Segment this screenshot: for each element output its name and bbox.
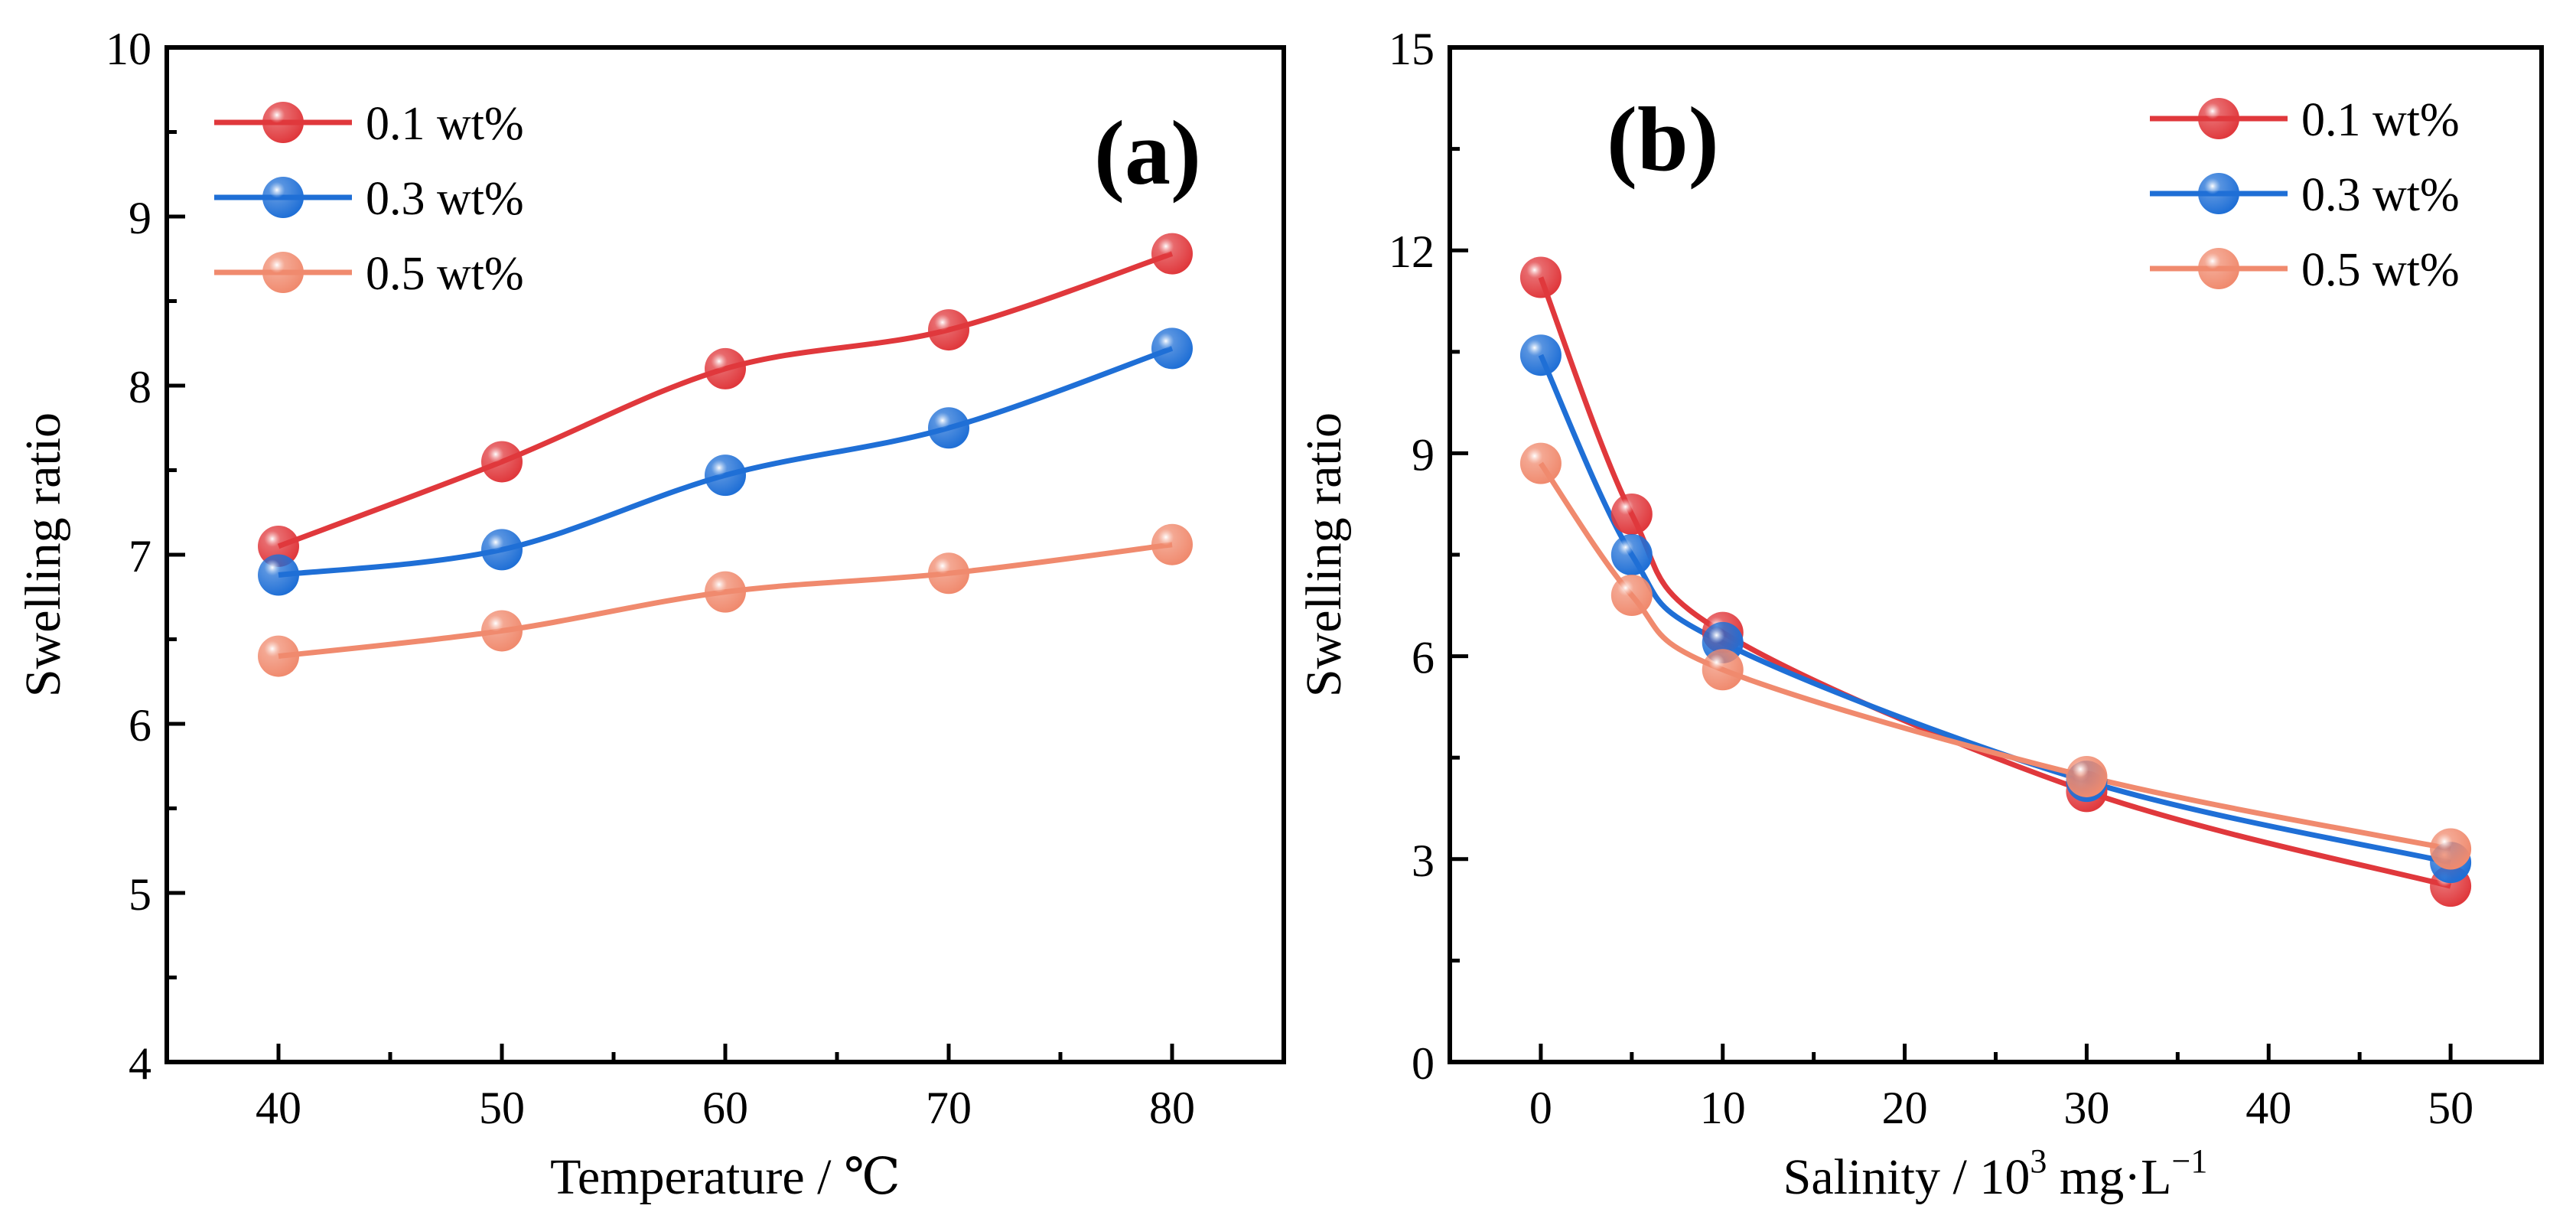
series-line — [1538, 276, 2451, 889]
y-tick-label: 3 — [1412, 836, 1435, 886]
y-tick-label: 9 — [1412, 429, 1435, 480]
data-point — [1151, 327, 1193, 370]
panel-b-label: (b) — [1607, 88, 1719, 190]
panel-b-x-axis-title: Salinity / 103 mg·L−1 — [1783, 1142, 2208, 1205]
legend-marker — [2198, 98, 2239, 139]
panel-b-x-title-unit: mg·L — [2047, 1149, 2171, 1205]
panel-a-ticks: 40 50 60 70 80 4 5 6 7 8 9 10 — [106, 24, 1195, 1133]
x-tick-label: 40 — [2245, 1083, 2291, 1133]
y-tick-label: 8 — [129, 362, 151, 412]
data-point — [481, 441, 523, 483]
panel-b-x-title-unit-sup: −1 — [2172, 1142, 2208, 1180]
data-point — [1610, 493, 1653, 535]
data-point — [1519, 442, 1562, 484]
panel-a-temperature: 40 50 60 70 80 4 5 6 7 8 9 10 0.1 wt% 0.3 wt% 0.5 wt%… — [15, 24, 1286, 1205]
y-tick-label: 6 — [129, 700, 151, 751]
data-point — [2430, 828, 2472, 870]
data-point — [2066, 755, 2108, 797]
data-point — [481, 529, 523, 571]
data-point — [705, 571, 746, 613]
legend-label: 0.1 wt% — [366, 98, 524, 150]
legend-label: 0.5 wt% — [2301, 244, 2460, 296]
data-point — [1519, 256, 1562, 298]
x-tick-label: 20 — [1882, 1083, 1928, 1133]
x-tick-label: 50 — [2428, 1083, 2473, 1133]
legend-label: 0.1 wt% — [2301, 94, 2460, 146]
y-tick-label: 10 — [106, 24, 151, 74]
panel-b-ticks: 0 10 20 30 40 50 0 3 6 9 12 15 — [1389, 24, 2473, 1133]
panel-b-x-title-sup: 3 — [2030, 1142, 2047, 1180]
y-tick-label: 9 — [129, 193, 151, 243]
series-line — [1539, 461, 2451, 852]
x-tick-label: 0 — [1529, 1083, 1552, 1133]
legend-label: 0.3 wt% — [2301, 169, 2460, 221]
panel-b-salinity: 0 10 20 30 40 50 0 3 6 9 12 15 0.1 wt% 0.3 wt% 0.5 wt… — [1296, 24, 2544, 1205]
x-tick-label: 30 — [2063, 1083, 2109, 1133]
y-tick-label: 5 — [129, 869, 151, 920]
legend-marker — [262, 102, 304, 143]
data-point — [481, 610, 523, 652]
data-point — [1610, 534, 1653, 575]
legend-marker — [2198, 248, 2239, 289]
panel-b-y-axis-title: Swelling ratio — [1296, 412, 1352, 697]
data-point — [258, 635, 299, 677]
y-tick-label: 6 — [1412, 633, 1435, 683]
data-point — [1702, 649, 1744, 691]
legend-label: 0.3 wt% — [366, 173, 524, 225]
panel-b-legend: 0.1 wt% 0.3 wt% 0.5 wt% — [2150, 94, 2460, 296]
y-tick-label: 7 — [129, 531, 151, 582]
x-tick-label: 80 — [1149, 1083, 1195, 1133]
data-point — [928, 407, 969, 449]
x-tick-label: 60 — [702, 1083, 748, 1133]
data-point — [1610, 575, 1653, 617]
panel-a-series — [258, 233, 1193, 677]
x-tick-label: 50 — [479, 1083, 525, 1133]
legend-marker — [2198, 173, 2239, 214]
data-point — [1151, 233, 1193, 275]
data-point — [928, 552, 969, 595]
data-point — [1151, 523, 1193, 565]
series-line — [1538, 353, 2451, 865]
data-point — [258, 525, 299, 567]
legend-label: 0.5 wt% — [366, 248, 524, 300]
x-tick-label: 40 — [256, 1083, 301, 1133]
panel-a-x-axis-title: Temperature / ℃ — [550, 1149, 900, 1205]
data-point — [705, 454, 746, 497]
data-point — [928, 309, 969, 351]
data-point — [705, 347, 746, 389]
data-point — [258, 554, 299, 596]
y-tick-label: 12 — [1389, 226, 1435, 277]
panel-b-series — [1519, 256, 2472, 907]
y-tick-label: 4 — [129, 1038, 151, 1089]
panel-a-label: (a) — [1094, 102, 1201, 204]
data-point — [1519, 334, 1562, 376]
x-tick-label: 70 — [926, 1083, 972, 1133]
legend-marker — [262, 252, 304, 293]
panel-a-y-axis-title: Swelling ratio — [15, 412, 71, 697]
legend-marker — [262, 177, 304, 218]
y-tick-label: 0 — [1412, 1038, 1435, 1089]
x-tick-label: 10 — [1700, 1083, 1746, 1133]
panel-a-legend: 0.1 wt% 0.3 wt% 0.5 wt% — [214, 98, 524, 300]
y-tick-label: 15 — [1389, 24, 1435, 74]
panel-b-x-title-main: Salinity / 10 — [1783, 1149, 2031, 1205]
